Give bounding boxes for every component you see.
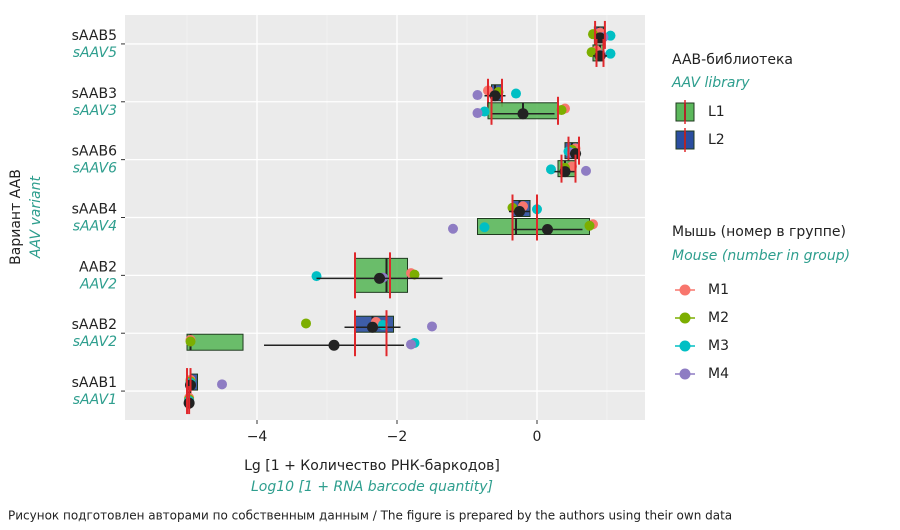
x-tick-label: −2 — [387, 429, 408, 445]
legend-key-point — [679, 368, 691, 380]
mean-point — [374, 272, 386, 284]
y-tick-label-en: AAV2 — [79, 276, 117, 292]
y-axis-title: Вариант AAB — [8, 169, 24, 265]
y-tick-label: sAAB4 — [72, 202, 117, 218]
y-tick-label: sAAB2 — [72, 317, 117, 333]
mouse-point — [409, 269, 420, 280]
legend-title-en: Mouse (number in group) — [672, 248, 850, 264]
legend-label: M2 — [708, 310, 729, 326]
legend-key-point — [679, 312, 691, 324]
mouse-point — [217, 379, 228, 390]
x-tick-label: −4 — [247, 429, 268, 445]
mean-point — [513, 206, 525, 217]
caption: Рисунок подготовлен авторами по собствен… — [8, 509, 732, 523]
mouse-point — [448, 223, 459, 234]
y-tick-label-en: sAAV5 — [73, 45, 117, 61]
mean-point — [517, 108, 529, 120]
y-tick-label-en: sAAV1 — [73, 392, 117, 408]
mouse-point — [472, 108, 483, 119]
y-tick-label: sAAB1 — [72, 375, 117, 391]
legend-key-point — [679, 284, 691, 296]
mouse-point — [311, 271, 322, 282]
mouse-point — [605, 48, 616, 59]
mouse-point — [510, 88, 521, 99]
mouse-point — [545, 164, 556, 175]
mouse-point — [301, 318, 312, 329]
y-tick-label-en: sAAV2 — [73, 334, 117, 350]
mouse-point — [586, 47, 597, 58]
mouse-point — [406, 339, 417, 350]
x-axis-title: Lg [1 + Количество РНК-баркодов] — [244, 458, 500, 474]
y-tick-label: sAAB5 — [72, 28, 117, 44]
mean-point — [328, 339, 340, 351]
mouse-point — [584, 220, 595, 231]
mean-point — [541, 224, 553, 235]
x-tick-label: 0 — [533, 429, 542, 445]
mean-point — [367, 321, 379, 333]
legend-label: L2 — [708, 132, 725, 148]
mouse-point — [427, 321, 438, 332]
y-tick-label-en: sAAV3 — [73, 103, 117, 119]
y-tick-label-en: sAAV6 — [73, 161, 117, 177]
y-tick-label: AAB2 — [79, 259, 117, 275]
y-axis-title-en: AAV variant — [28, 176, 44, 259]
mouse-point — [479, 222, 490, 233]
legend-key-point — [679, 340, 691, 352]
legend-label: M3 — [708, 338, 729, 354]
legend-title: AAB-библиотека — [672, 52, 793, 68]
legend-label: L1 — [708, 104, 725, 120]
mouse-point — [472, 90, 483, 101]
legend-label: M4 — [708, 366, 729, 382]
legend-label: M1 — [708, 282, 729, 298]
mouse-point — [580, 165, 591, 176]
y-tick-label: sAAB3 — [72, 86, 117, 102]
y-tick-label-en: sAAV4 — [73, 219, 117, 235]
legend-title: Мышь (номер в группе) — [672, 224, 846, 240]
mouse-point — [185, 336, 196, 347]
box — [476, 218, 590, 235]
x-axis-title-en: Log10 [1 + RNA barcode quantity] — [251, 479, 493, 495]
y-tick-label: sAAB6 — [72, 144, 117, 160]
legend-title-en: AAV library — [671, 75, 750, 91]
